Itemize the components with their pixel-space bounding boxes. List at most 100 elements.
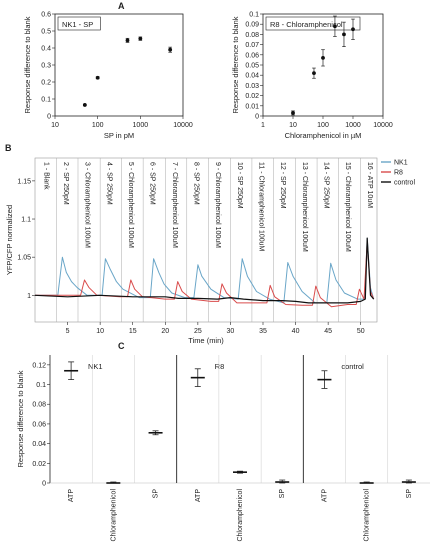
event-label: 5 - Chloramphenicol 100uM [127, 162, 134, 248]
category-label: ATP [321, 489, 328, 502]
x-tick-label: 50 [357, 328, 365, 335]
y-tick-label: 0.09 [245, 22, 259, 29]
y-tick-label: 0 [47, 114, 51, 121]
event-label: 4 - SP 250pM [106, 162, 113, 205]
category-label: SP [406, 489, 413, 499]
data-point [82, 103, 87, 107]
event-label: 2 - SP 250pM [62, 162, 69, 205]
data-point [138, 36, 143, 41]
x-tick-label: 35 [259, 328, 267, 335]
chart-response-summary: 0 0.02 0.04 0.06 0.08 0.1 0.12 Response differe… [16, 355, 430, 542]
panel-label-b: B [5, 143, 12, 153]
data-point [291, 111, 295, 115]
y-tick-label: 1 [27, 293, 31, 300]
group-label: control [341, 362, 364, 371]
x-tick-label: 45 [324, 328, 332, 335]
category-label: ATP [195, 489, 202, 502]
chart-title: R8 - Chloramphenicol [270, 20, 343, 29]
event-label: 14 - SP 250pM [323, 162, 330, 209]
y-tick-label: 1.15 [17, 178, 31, 185]
category-label: Chloramphenicol [237, 489, 244, 542]
event-label: 11 - Chloramphenicol 100uM [257, 162, 264, 252]
y-tick-label: 0.1 [249, 12, 259, 19]
x-tick-label: 5 [66, 328, 70, 335]
panel-label-c: C [118, 341, 125, 351]
y-tick-label: 0 [255, 114, 259, 121]
event-label: 1 - Blank [42, 162, 49, 190]
chart-time-course: 1 - Blank 2 - SP 250pM 3 - Chloramphenicol… [5, 157, 415, 345]
y-tick-label: 0.12 [32, 362, 46, 369]
x-tick-label: 10 [96, 328, 104, 335]
x-tick-label: 10 [51, 122, 59, 129]
legend-label: R8 [394, 170, 403, 177]
event-label: 7 - Chloramphenicol 100uM [171, 162, 178, 248]
chart-r8-chloramphenicol: 0 0.01 0.02 0.03 0.04 0.05 0.06 0.07 0.08 0.09 0.1… [231, 12, 393, 141]
data-point [351, 27, 355, 32]
y-tick-label: 0.1 [36, 382, 46, 389]
x-tick-label: 1000 [345, 122, 361, 129]
event-label: 8 - SP 250pM [192, 162, 199, 205]
y-axis-label: Response difference to blank [16, 370, 25, 467]
x-tick-label: 100 [92, 122, 104, 129]
y-tick-label: 0.06 [32, 421, 46, 428]
panel-label-a: A [118, 1, 125, 11]
event-label: 3 - Chloramphenicol 100uM [83, 162, 90, 248]
event-label: 12 - SP 250pM [279, 162, 286, 209]
y-tick-label: 0.3 [41, 63, 51, 70]
y-tick-label: 0.03 [245, 83, 259, 90]
series-line-control [34, 237, 375, 304]
event-label: 6 - SP 250pM [149, 162, 156, 205]
plot-frame [34, 157, 378, 323]
y-tick-label: 0.02 [245, 93, 259, 100]
y-tick-label: 0.1 [41, 97, 51, 104]
chart-title: NK1 - SP [62, 20, 93, 29]
data-point [333, 24, 337, 29]
event-label: 10 - SP 250pM [236, 162, 243, 209]
event-label: 9 - Chloramphenicol 100uM [214, 162, 221, 248]
x-tick-label: 10000 [173, 122, 193, 129]
y-tick-label: 0.02 [32, 461, 46, 468]
y-axis-label: Response difference to blank [231, 16, 240, 113]
y-tick-label: 0.05 [245, 63, 259, 70]
x-tick-label: 1000 [133, 122, 149, 129]
x-tick-label: 40 [292, 328, 300, 335]
series-line-r8 [35, 241, 375, 308]
x-tick-label: 15 [129, 328, 137, 335]
x-tick-label: 10000 [373, 122, 393, 129]
y-tick-label: 0.01 [245, 103, 259, 110]
x-axis-label: SP in pM [104, 131, 134, 140]
x-tick-label: 25 [194, 328, 202, 335]
data-point [95, 75, 100, 80]
y-tick-label: 0.08 [32, 402, 46, 409]
legend-label: NK1 [394, 160, 408, 167]
y-tick-label: 0.07 [245, 42, 259, 49]
x-axis-label: Time (min) [188, 336, 224, 345]
data-point [168, 47, 173, 52]
y-tick-label: 0 [42, 481, 46, 488]
y-tick-label: 1.1 [21, 217, 31, 224]
y-axis-label: YFP/CFP normalized [5, 205, 14, 275]
x-tick-label: 30 [227, 328, 235, 335]
event-label: 13 - Chloramphenicol 100uM [301, 162, 308, 252]
y-tick-label: 1.05 [17, 255, 31, 262]
chart-nk1-sp: 0 0.1 0.2 0.3 0.4 0.5 0.6 10 100 1000 10000 SP in p… [23, 12, 193, 141]
category-label: Chloramphenicol [110, 489, 117, 542]
x-tick-label: 100 [317, 122, 329, 129]
y-tick-label: 0.06 [245, 52, 259, 59]
data-point [312, 71, 316, 76]
event-label: 15 - Chloramphenicol 100uM [344, 162, 351, 252]
x-tick-label: 20 [161, 328, 169, 335]
legend-label: control [394, 180, 415, 187]
y-tick-label: 0.4 [41, 46, 51, 53]
group-label: NK1 [88, 362, 103, 371]
category-label: SP [153, 489, 160, 499]
data-point [321, 55, 325, 60]
data-point [342, 32, 346, 37]
group-label: R8 [215, 362, 225, 371]
event-label: 16 - ATP 10uM [366, 162, 373, 208]
category-label: ATP [68, 489, 75, 502]
title-box [57, 16, 101, 31]
y-tick-label: 0.04 [32, 441, 46, 448]
category-label: Chloramphenicol [364, 489, 371, 542]
category-label: SP [279, 489, 286, 499]
